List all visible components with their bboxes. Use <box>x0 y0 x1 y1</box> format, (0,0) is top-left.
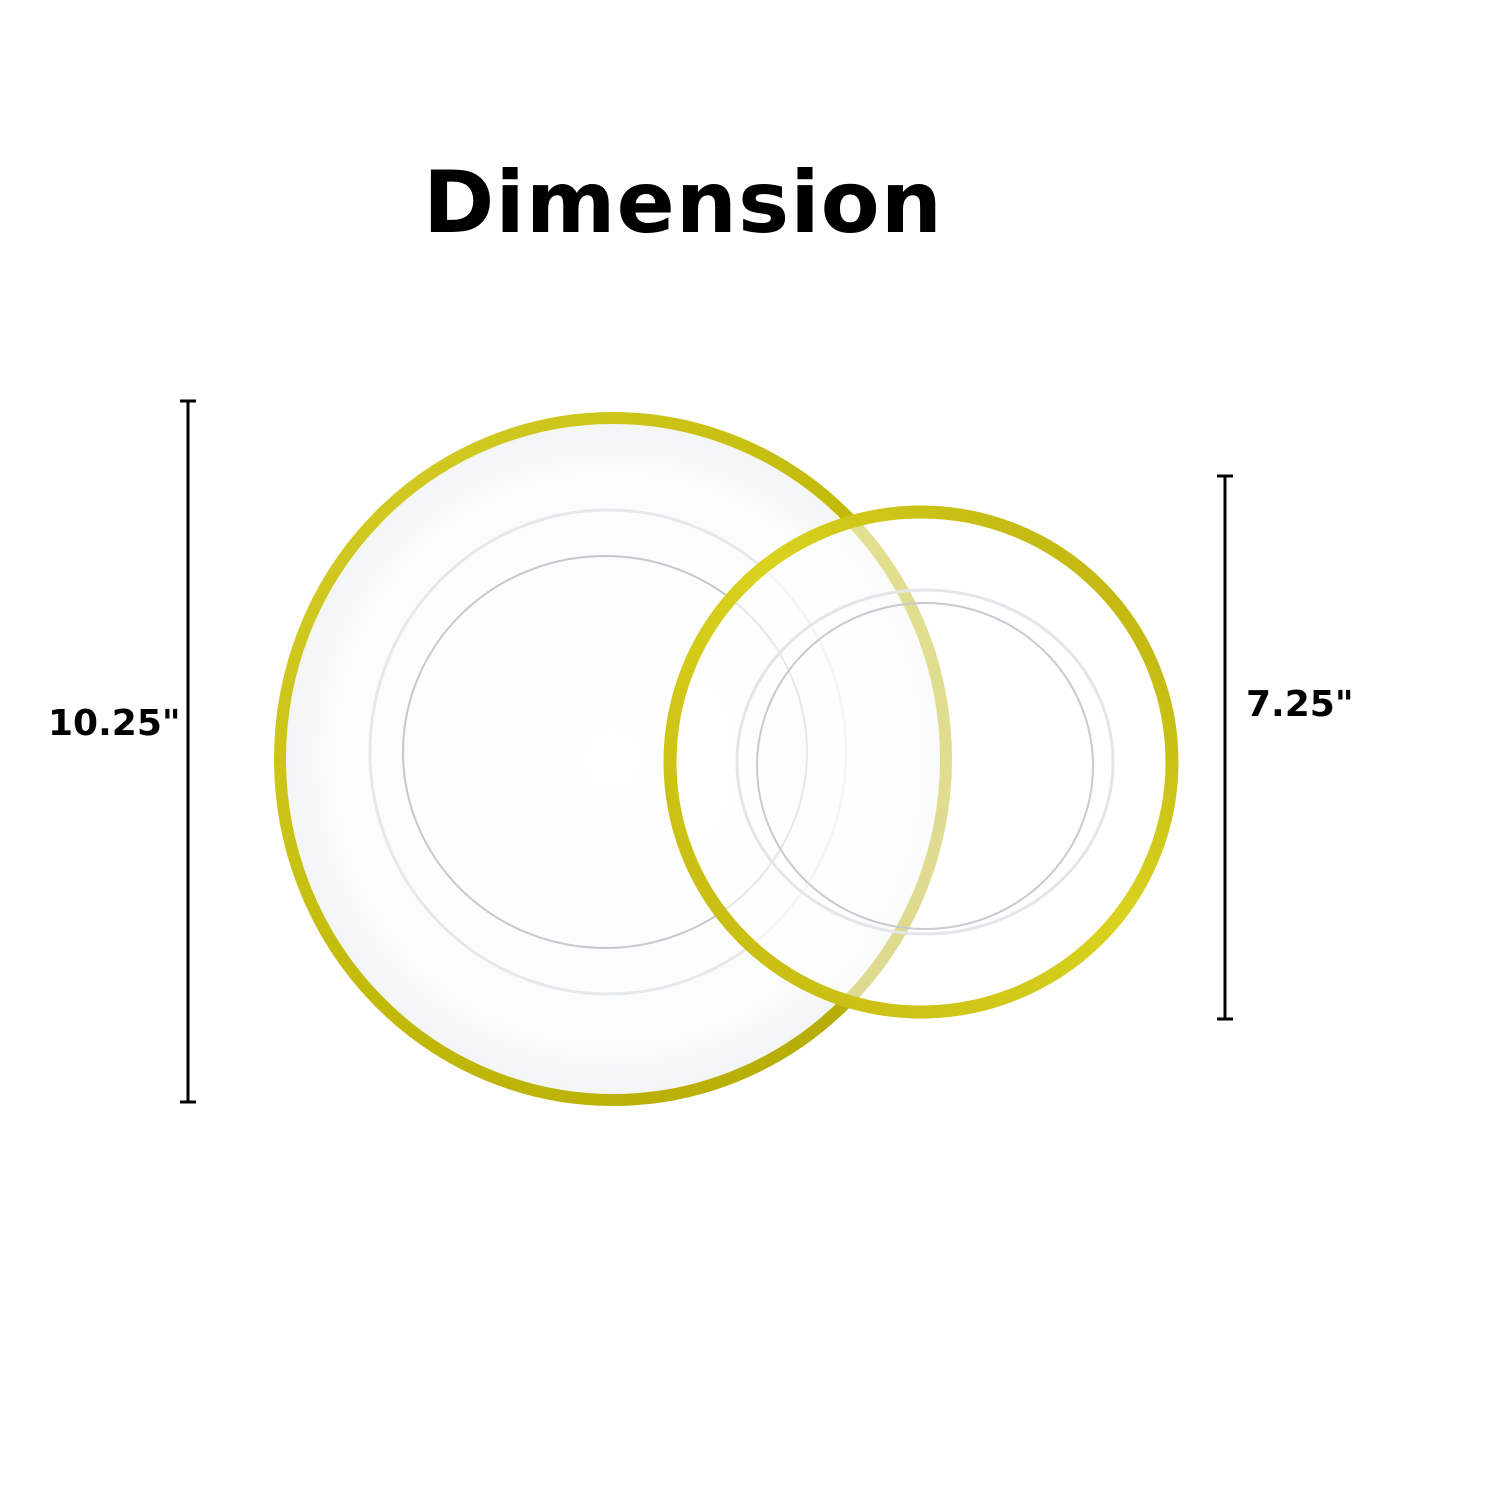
small-plate-gold-rim <box>663 505 1179 1019</box>
small-plate-dimension-label: 7.25" <box>1246 684 1354 725</box>
small-plate <box>663 505 1179 1019</box>
large-plate-dimension-line <box>180 399 196 1104</box>
small-plate-dimension-line <box>1217 474 1233 1021</box>
page-title: Dimension <box>422 153 943 253</box>
large-plate-dimension-label: 10.25" <box>48 703 181 744</box>
small-plate-inner-ring <box>756 602 1094 930</box>
small-plate-outer-well <box>735 588 1115 936</box>
